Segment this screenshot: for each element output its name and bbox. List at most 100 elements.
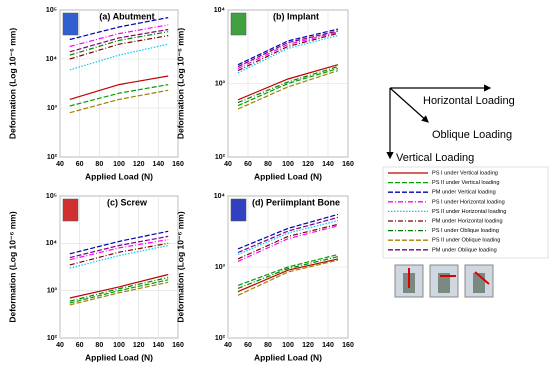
series-line (69, 239, 169, 261)
icon (474, 271, 490, 285)
x-tick-label: 40 (56, 161, 64, 168)
y-tick-label: 10³ (215, 80, 226, 87)
load-icons (394, 264, 494, 298)
series-line (69, 279, 169, 304)
y-tick-label: 10² (215, 154, 226, 161)
series-line (237, 66, 339, 104)
x-axis-label: Applied Load (N) (85, 352, 153, 362)
x-tick-label: 140 (152, 342, 164, 349)
series-line (69, 31, 169, 56)
icon (438, 273, 450, 293)
x-tick-label: 160 (342, 342, 354, 349)
loading-diagram: Horizontal Loading Oblique Loading Verti… (386, 84, 515, 164)
series-line (237, 253, 339, 286)
series-line (237, 258, 339, 293)
series-line (237, 64, 339, 101)
x-tick-label: 40 (224, 161, 232, 168)
series-line (237, 213, 339, 250)
inset-image (230, 198, 247, 222)
legend-label: PS II under Horizontal loading (432, 209, 506, 215)
legend-label: PS I under Vertical loading (432, 170, 498, 176)
x-tick-label: 80 (95, 342, 103, 349)
series-line (237, 223, 339, 260)
x-tick-label: 140 (322, 161, 334, 168)
chart-title: (c) Screw (107, 197, 148, 207)
x-tick-label: 80 (264, 342, 272, 349)
series-line (69, 17, 169, 41)
y-tick-label: 10⁵ (46, 7, 57, 14)
series-line (69, 244, 169, 269)
inset-image (230, 12, 247, 36)
series-line (237, 70, 339, 110)
y-tick-label: 10² (47, 154, 58, 161)
series-line (69, 273, 169, 299)
series-line (69, 75, 169, 100)
vertical-label: Vertical Loading (396, 152, 474, 164)
oblique-label: Oblique Loading (432, 129, 512, 141)
series-line (237, 67, 339, 107)
x-tick-label: 60 (76, 342, 84, 349)
y-tick-label: 10⁵ (46, 193, 57, 200)
y-tick-label: 10⁴ (46, 240, 58, 247)
series-line (237, 220, 339, 256)
y-axis-label: Deformation (Log 10⁻⁶ mm) (175, 211, 185, 323)
legend-label: PS II under Oblique loading (432, 238, 500, 244)
x-tick-label: 100 (113, 161, 125, 168)
x-tick-label: 160 (172, 161, 184, 168)
series-line (237, 28, 339, 66)
x-tick-label: 160 (172, 342, 184, 349)
y-tick-label: 10² (215, 335, 226, 342)
x-axis-label: Applied Load (N) (254, 171, 322, 181)
x-tick-label: 60 (244, 161, 252, 168)
legend-label: PS I under Oblique loading (432, 228, 499, 234)
y-tick-label: 10³ (47, 105, 58, 112)
x-tick-label: 140 (322, 342, 334, 349)
legend-label: PM under Oblique loading (432, 247, 497, 253)
x-tick-label: 120 (133, 161, 145, 168)
x-axis-label: Applied Load (N) (254, 352, 322, 362)
chart-title: (a) Abutment (99, 11, 154, 21)
x-tick-label: 120 (133, 342, 145, 349)
inset-image (62, 198, 79, 222)
y-axis-label: Deformation (Log 10⁻⁶ mm) (175, 28, 185, 140)
series-line (69, 276, 169, 302)
x-tick-label: 40 (56, 342, 64, 349)
x-tick-label: 80 (264, 161, 272, 168)
x-tick-label: 100 (282, 342, 294, 349)
series-line (69, 84, 169, 107)
series-line (69, 43, 169, 71)
x-tick-label: 60 (76, 161, 84, 168)
series-line (237, 30, 339, 68)
y-tick-label: 10³ (215, 264, 226, 271)
y-tick-label: 10² (47, 335, 58, 342)
chart-title: (b) Implant (273, 11, 319, 21)
x-tick-label: 120 (302, 342, 314, 349)
y-tick-label: 10³ (47, 288, 58, 295)
y-axis-label: Deformation (Log 10⁻⁶ mm) (7, 211, 17, 323)
series-line (69, 230, 169, 255)
x-tick-label: 80 (95, 161, 103, 168)
x-axis-label: Applied Load (N) (85, 171, 153, 181)
series-line (237, 34, 339, 74)
chart-title: (d) Periimplant Bone (252, 197, 340, 207)
x-tick-label: 100 (113, 342, 125, 349)
series-line (237, 259, 339, 296)
legend-label: PM under Vertical loading (432, 190, 496, 196)
series-line (237, 256, 339, 289)
x-tick-label: 100 (282, 161, 294, 168)
series-line (69, 235, 169, 259)
legend-label: PS I under Horizontal loading (432, 199, 505, 205)
series-line (69, 28, 169, 53)
y-tick-label: 10⁴ (214, 193, 226, 200)
x-tick-label: 140 (152, 161, 164, 168)
x-tick-label: 120 (302, 161, 314, 168)
legend-label: PM under Horizontal loading (432, 218, 503, 224)
legend-label: PS II under Vertical loading (432, 180, 499, 186)
series-line (69, 35, 169, 60)
arrow (389, 87, 429, 123)
y-axis-label: Deformation (Log 10⁻⁶ mm) (7, 28, 17, 140)
y-tick-label: 10⁴ (214, 7, 226, 14)
inset-image (62, 12, 79, 36)
x-tick-label: 160 (342, 161, 354, 168)
